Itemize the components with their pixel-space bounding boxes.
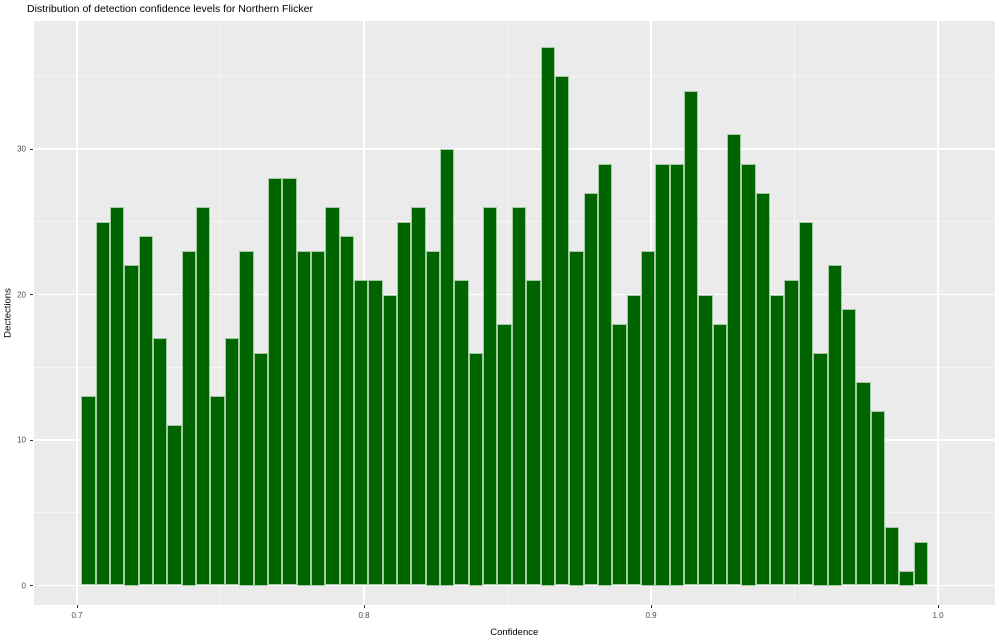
histogram-bar xyxy=(310,250,326,586)
histogram-bar xyxy=(253,352,268,586)
histogram-bar xyxy=(554,76,570,586)
histogram-bar xyxy=(755,192,771,586)
gridline-minor-v xyxy=(220,21,221,605)
histogram-bar xyxy=(353,279,369,586)
y-tick-mark xyxy=(30,439,33,441)
histogram-bar xyxy=(210,396,225,586)
histogram-bar xyxy=(511,207,527,586)
histogram-bar xyxy=(167,425,182,586)
histogram-bar xyxy=(138,236,154,586)
histogram-bar xyxy=(870,410,885,586)
x-tick-label: 0.9 xyxy=(645,611,657,620)
histogram-bar xyxy=(382,294,397,586)
histogram-bar xyxy=(526,279,541,586)
histogram-bar xyxy=(884,527,900,586)
histogram-bar xyxy=(597,163,613,586)
histogram-bar xyxy=(669,163,684,586)
histogram-bar xyxy=(224,338,240,586)
histogram-bar xyxy=(181,250,197,586)
histogram-bar xyxy=(741,163,756,586)
histogram-bar xyxy=(95,221,110,586)
plot-title: Distribution of detection confidence lev… xyxy=(27,3,313,15)
gridline-major-v xyxy=(76,21,78,605)
x-tick-mark xyxy=(363,605,365,608)
y-tick-mark xyxy=(30,294,33,296)
histogram-bar xyxy=(813,352,828,586)
y-axis-title: Dectections xyxy=(2,288,14,338)
y-tick-mark xyxy=(30,148,33,150)
histogram-bar xyxy=(196,207,211,586)
y-tick-label: 0 xyxy=(21,581,26,590)
gridline-major-h xyxy=(33,584,995,587)
histogram-bar xyxy=(397,221,412,586)
y-tick-label: 10 xyxy=(17,435,26,445)
histogram-bar xyxy=(124,265,139,586)
histogram-bar xyxy=(569,250,584,586)
histogram-bar xyxy=(712,323,728,586)
x-tick-label: 1.0 xyxy=(932,611,944,620)
histogram-bar xyxy=(841,309,857,586)
gridline-minor-v xyxy=(507,21,508,605)
histogram-bar xyxy=(827,265,842,586)
plot-panel xyxy=(33,21,995,605)
histogram-bar xyxy=(368,279,383,586)
histogram-bar xyxy=(655,163,670,586)
histogram-bar xyxy=(684,90,699,586)
histogram-bar xyxy=(798,221,814,586)
histogram-bar xyxy=(784,279,799,586)
histogram-bar xyxy=(454,279,469,586)
histogram-bar xyxy=(267,178,283,586)
histogram-bar xyxy=(81,396,96,586)
x-axis-title: Confidence xyxy=(490,627,539,638)
x-tick-mark xyxy=(76,605,78,608)
gridline-major-v xyxy=(937,21,939,605)
histogram-bar xyxy=(698,294,713,586)
gridline-minor-h xyxy=(33,75,995,77)
histogram-bar xyxy=(913,541,928,586)
histogram-bar xyxy=(153,338,168,586)
histogram-bar xyxy=(727,134,742,586)
histogram-bar xyxy=(640,250,656,586)
gridline-major-h xyxy=(33,148,995,150)
histogram-bar xyxy=(325,207,340,586)
histogram-bar xyxy=(583,192,598,586)
x-tick-label: 0.8 xyxy=(358,611,370,620)
x-tick-label: 0.7 xyxy=(71,611,83,620)
histogram-bar xyxy=(339,236,354,586)
histogram-bar xyxy=(856,381,871,586)
histogram-bar xyxy=(483,207,498,586)
histogram-bar xyxy=(497,323,512,586)
x-tick-mark xyxy=(937,605,939,608)
histogram-bar xyxy=(282,178,297,586)
histogram-bar xyxy=(239,250,254,586)
y-tick-label: 30 xyxy=(17,144,26,154)
histogram-bar xyxy=(411,207,426,586)
histogram-bar xyxy=(612,323,627,586)
histogram-bar xyxy=(296,250,311,586)
histogram-bar xyxy=(440,149,455,586)
histogram-bar xyxy=(770,294,785,586)
y-tick-mark xyxy=(30,585,33,586)
histogram-bar xyxy=(468,352,484,586)
histogram-bar xyxy=(899,570,914,586)
x-tick-mark xyxy=(650,605,652,608)
y-tick-label: 20 xyxy=(17,290,26,300)
histogram-bar xyxy=(626,294,641,586)
histogram-bar xyxy=(110,207,125,586)
histogram-bar xyxy=(540,47,555,586)
histogram-bar xyxy=(425,250,441,586)
